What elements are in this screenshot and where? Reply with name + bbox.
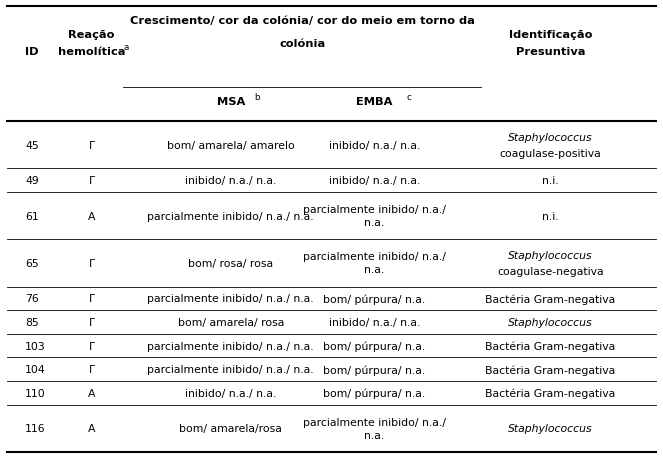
Text: coagulase-negativa: coagulase-negativa <box>497 266 603 276</box>
Text: Bactéria Gram-negativa: Bactéria Gram-negativa <box>485 293 615 304</box>
Text: 110: 110 <box>25 388 46 398</box>
Text: A: A <box>88 211 95 221</box>
Text: bom/ amarela/ amarelo: bom/ amarela/ amarelo <box>167 140 294 150</box>
Text: Γ: Γ <box>88 140 95 150</box>
Text: c: c <box>406 93 412 102</box>
Text: Γ: Γ <box>88 294 95 304</box>
Text: inibido/ n.a./ n.a.: inibido/ n.a./ n.a. <box>329 176 420 185</box>
Text: 61: 61 <box>25 211 39 221</box>
Text: 65: 65 <box>25 258 39 268</box>
Text: n.a.: n.a. <box>365 265 385 275</box>
Text: coagulase-positiva: coagulase-positiva <box>499 148 601 158</box>
Text: A: A <box>88 388 95 398</box>
Text: parcialmente inibido/ n.a./ n.a.: parcialmente inibido/ n.a./ n.a. <box>147 211 314 221</box>
Text: 45: 45 <box>25 140 39 150</box>
Text: Staphylococcus: Staphylococcus <box>508 424 593 433</box>
Text: bom/ púrpura/ n.a.: bom/ púrpura/ n.a. <box>324 293 426 304</box>
Text: Staphylococcus: Staphylococcus <box>508 250 593 260</box>
Text: n.i.: n.i. <box>542 176 559 185</box>
Text: bom/ púrpura/ n.a.: bom/ púrpura/ n.a. <box>324 364 426 375</box>
Text: parcialmente inibido/ n.a./ n.a.: parcialmente inibido/ n.a./ n.a. <box>147 341 314 351</box>
Text: b: b <box>255 93 260 102</box>
Text: inibido/ n.a./ n.a.: inibido/ n.a./ n.a. <box>329 317 420 327</box>
Text: Staphylococcus: Staphylococcus <box>508 132 593 142</box>
Text: 76: 76 <box>25 294 39 304</box>
Text: inibido/ n.a./ n.a.: inibido/ n.a./ n.a. <box>185 176 276 185</box>
Text: parcialmente inibido/ n.a./ n.a.: parcialmente inibido/ n.a./ n.a. <box>147 294 314 304</box>
Text: n.i.: n.i. <box>542 211 559 221</box>
Text: bom/ púrpura/ n.a.: bom/ púrpura/ n.a. <box>324 388 426 398</box>
Text: 85: 85 <box>25 317 39 327</box>
Text: inibido/ n.a./ n.a.: inibido/ n.a./ n.a. <box>185 388 276 398</box>
Text: EMBA: EMBA <box>357 97 392 107</box>
Text: parcialmente inibido/ n.a./ n.a.: parcialmente inibido/ n.a./ n.a. <box>147 364 314 375</box>
Text: 49: 49 <box>25 176 39 185</box>
Text: n.a.: n.a. <box>365 430 385 440</box>
Text: inibido/ n.a./ n.a.: inibido/ n.a./ n.a. <box>329 140 420 150</box>
Text: Bactéria Gram-negativa: Bactéria Gram-negativa <box>485 388 615 398</box>
Text: 103: 103 <box>25 341 46 351</box>
Text: ID: ID <box>25 46 39 56</box>
Text: hemolítica: hemolítica <box>58 47 125 57</box>
Text: Presuntiva: Presuntiva <box>516 47 585 57</box>
Text: Γ: Γ <box>88 317 95 327</box>
Text: colónia: colónia <box>280 39 326 49</box>
Text: parcialmente inibido/ n.a./: parcialmente inibido/ n.a./ <box>303 417 446 427</box>
Text: 104: 104 <box>25 364 46 375</box>
Text: Bactéria Gram-negativa: Bactéria Gram-negativa <box>485 341 615 351</box>
Text: parcialmente inibido/ n.a./: parcialmente inibido/ n.a./ <box>303 204 446 214</box>
Text: Γ: Γ <box>88 176 95 185</box>
Text: Identificação: Identificação <box>509 29 592 39</box>
Text: bom/ púrpura/ n.a.: bom/ púrpura/ n.a. <box>324 341 426 351</box>
Text: bom/ rosa/ rosa: bom/ rosa/ rosa <box>188 258 273 268</box>
Text: bom/ amarela/ rosa: bom/ amarela/ rosa <box>178 317 284 327</box>
Text: a: a <box>123 43 129 52</box>
Text: Γ: Γ <box>88 364 95 375</box>
Text: 116: 116 <box>25 424 46 433</box>
Text: MSA: MSA <box>217 97 245 107</box>
Text: Reação: Reação <box>68 29 115 39</box>
Text: Staphylococcus: Staphylococcus <box>508 317 593 327</box>
Text: bom/ amarela/rosa: bom/ amarela/rosa <box>179 424 282 433</box>
Text: Γ: Γ <box>88 341 95 351</box>
Text: parcialmente inibido/ n.a./: parcialmente inibido/ n.a./ <box>303 252 446 262</box>
Text: A: A <box>88 424 95 433</box>
Text: Crescimento/ cor da colónia/ cor do meio em torno da: Crescimento/ cor da colónia/ cor do meio… <box>130 16 475 26</box>
Text: Γ: Γ <box>88 258 95 268</box>
Text: Bactéria Gram-negativa: Bactéria Gram-negativa <box>485 364 615 375</box>
Text: n.a.: n.a. <box>365 218 385 228</box>
